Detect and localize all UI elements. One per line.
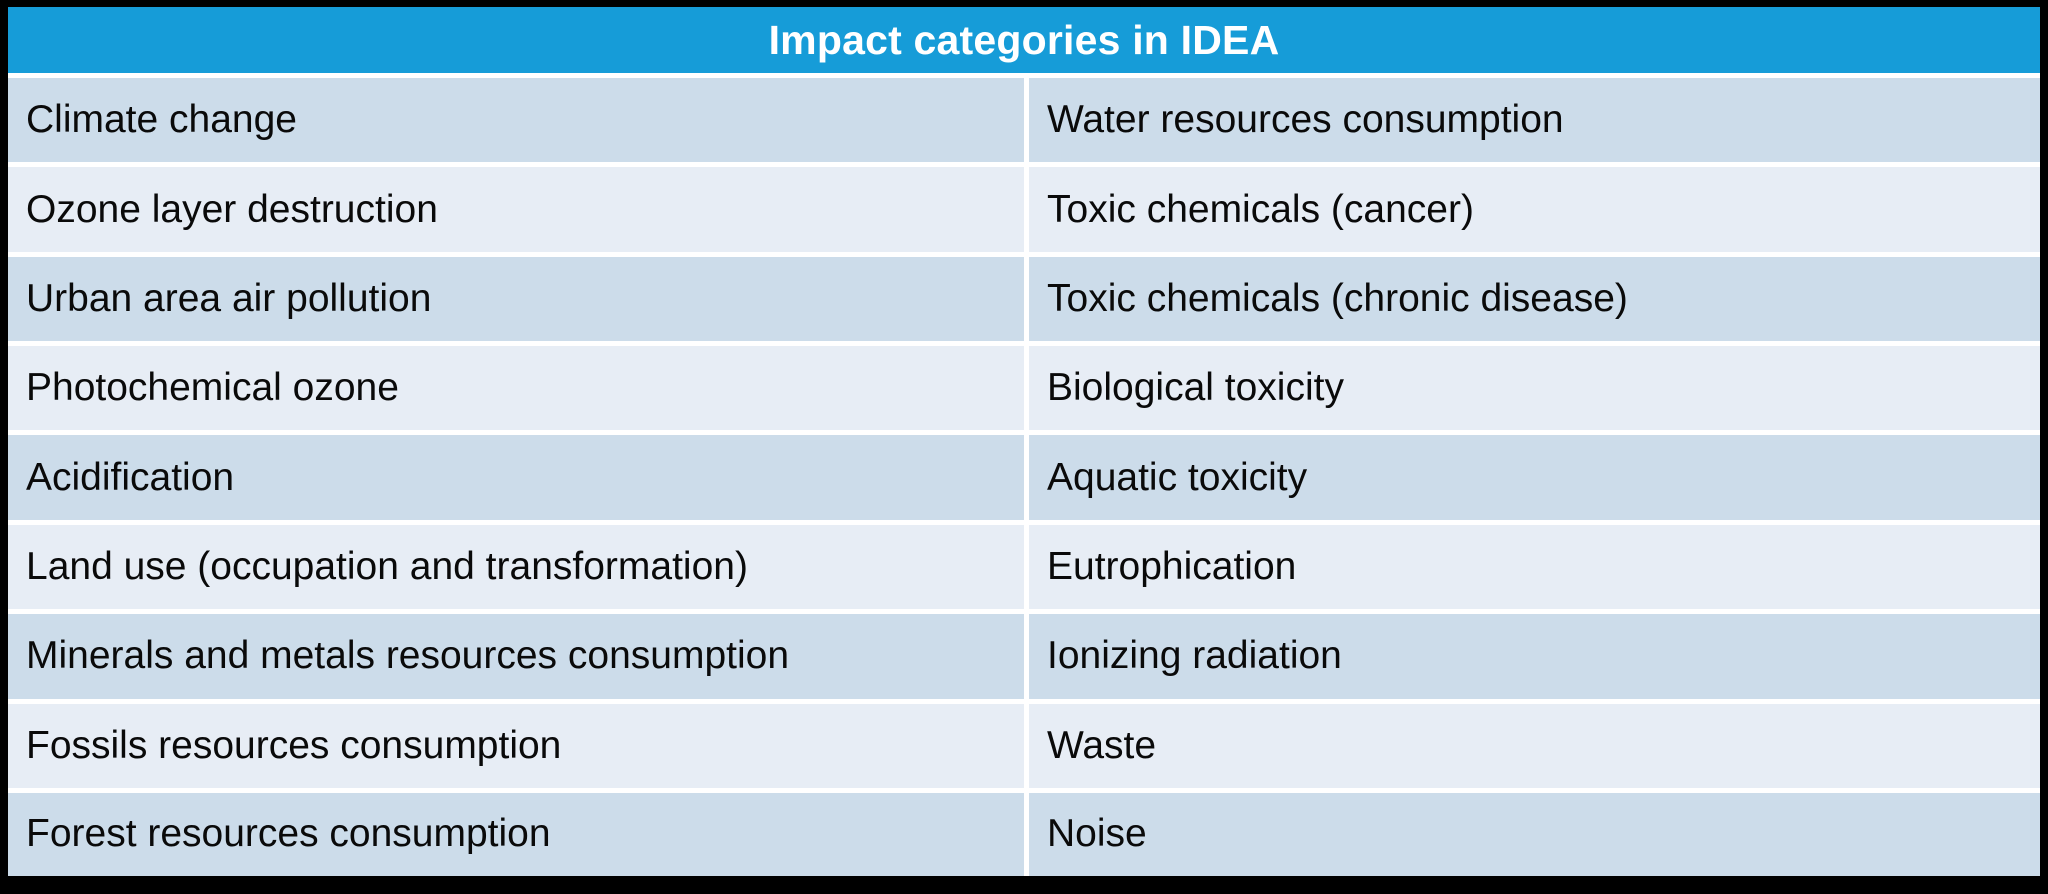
category-cell-right: Ionizing radiation (1024, 614, 2040, 704)
category-cell-left: Urban area air pollution (8, 256, 1024, 347)
table-row: Forest resources consumption Noise (8, 792, 2040, 876)
table-row: Ozone layer destruction Toxic chemicals … (8, 167, 2040, 257)
frame-border-bottom (0, 876, 2048, 894)
category-cell-left: Forest resources consumption (8, 792, 1024, 876)
category-cell-left: Minerals and metals resources consumptio… (8, 614, 1024, 704)
category-cell-right: Noise (1024, 792, 2040, 876)
impact-categories-table-container: Impact categories in IDEA Climate change… (8, 7, 2040, 876)
frame-border-right (2040, 0, 2048, 894)
category-cell-right: Eutrophication (1024, 524, 2040, 615)
frame-border-left (0, 0, 8, 894)
category-cell-right: Waste (1024, 703, 2040, 793)
category-cell-right: Toxic chemicals (cancer) (1024, 167, 2040, 257)
table-head: Impact categories in IDEA (8, 7, 2040, 78)
table-header-row: Impact categories in IDEA (8, 7, 2040, 78)
category-cell-right: Water resources consumption (1024, 78, 2040, 168)
category-cell-right: Aquatic toxicity (1024, 435, 2040, 525)
table-title: Impact categories in IDEA (8, 7, 2040, 78)
category-cell-right: Biological toxicity (1024, 346, 2040, 436)
category-cell-left: Acidification (8, 435, 1024, 525)
impact-categories-table: Impact categories in IDEA Climate change… (8, 7, 2040, 876)
table-row: Photochemical ozone Biological toxicity (8, 346, 2040, 436)
table-row: Urban area air pollution Toxic chemicals… (8, 256, 2040, 347)
table-row: Minerals and metals resources consumptio… (8, 614, 2040, 704)
category-cell-left: Climate change (8, 78, 1024, 168)
category-cell-left: Ozone layer destruction (8, 167, 1024, 257)
frame-border-top (0, 0, 2048, 7)
table-body: Climate change Water resources consumpti… (8, 78, 2040, 876)
category-cell-right: Toxic chemicals (chronic disease) (1024, 256, 2040, 347)
table-row: Climate change Water resources consumpti… (8, 78, 2040, 168)
category-cell-left: Photochemical ozone (8, 346, 1024, 436)
table-row: Acidification Aquatic toxicity (8, 435, 2040, 525)
category-cell-left: Land use (occupation and transformation) (8, 524, 1024, 615)
category-cell-left: Fossils resources consumption (8, 703, 1024, 793)
table-row: Land use (occupation and transformation)… (8, 524, 2040, 615)
table-row: Fossils resources consumption Waste (8, 703, 2040, 793)
